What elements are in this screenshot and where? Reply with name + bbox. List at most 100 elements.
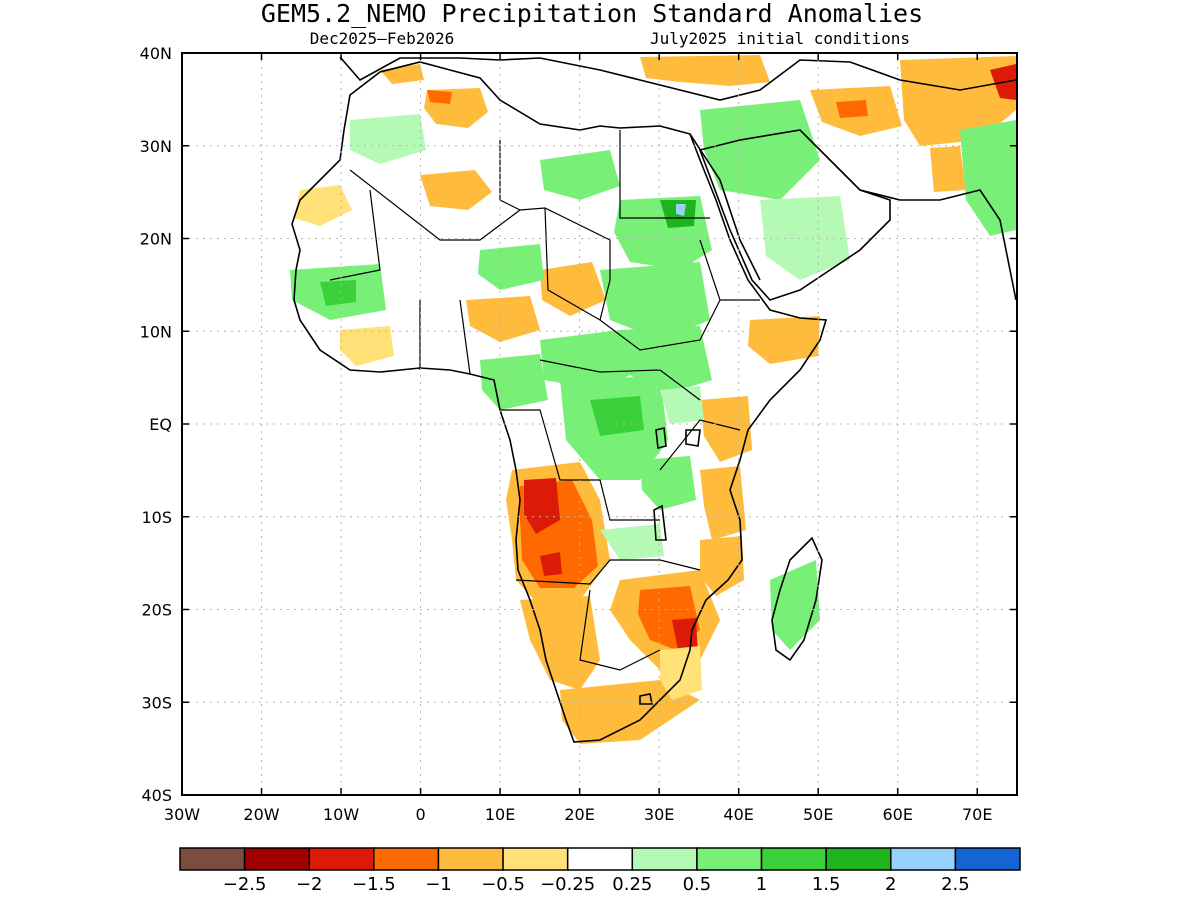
longitude-tick-label: 30W: [164, 805, 200, 824]
colorbar-swatch: [760, 847, 827, 871]
country-border: [819, 149, 861, 191]
wet-anomaly-patch: [700, 100, 820, 200]
dry-anomaly-patch: [294, 185, 352, 226]
latitude-tick-label: 30S: [141, 693, 172, 712]
arabia-coastline: [698, 129, 891, 301]
latitude-tick-label: 10N: [140, 322, 172, 341]
dry-anomaly-patch: [340, 326, 394, 366]
wet-anomaly-patch: [350, 114, 426, 164]
dry-anomaly-patch: [930, 146, 966, 192]
red-sea-coastline: [689, 133, 761, 281]
dry-anomaly-patch: [524, 478, 560, 534]
dry-anomaly-patch: [748, 316, 820, 364]
coastlines-and-borders: [291, 56, 1017, 743]
dry-anomaly-patch: [700, 536, 744, 596]
dry-anomaly-patch: [640, 55, 770, 86]
colorbar-label: 0.5: [683, 874, 712, 895]
colorbar-label: 2.5: [941, 874, 970, 895]
latitude-tick-label: 20N: [140, 230, 172, 249]
season-label: Dec2025–Feb2026: [310, 29, 455, 48]
latitude-tick-label: EQ: [149, 415, 172, 434]
dry-anomaly-patch: [836, 100, 868, 118]
longitude-tick-label: 70E: [962, 805, 992, 824]
country-border: [499, 140, 521, 211]
country-border: [579, 589, 661, 671]
longitude-tick-label: 60E: [882, 805, 912, 824]
anomaly-shading: [290, 55, 1016, 744]
colorbar-swatch: [631, 847, 698, 871]
country-border: [699, 239, 760, 301]
wet-anomaly-patch: [540, 150, 620, 200]
country-border: [599, 299, 721, 351]
init-conditions-label: July2025 initial conditions: [650, 29, 910, 48]
longitude-tick-label: 10W: [323, 805, 359, 824]
colorbar-label: −1: [425, 874, 452, 895]
longitude-tick-label: 0: [415, 805, 425, 824]
lake-outline: [653, 504, 667, 541]
gridlines: [182, 53, 1017, 795]
colorbar-label: −0.5: [481, 874, 525, 895]
dry-anomaly-patch: [900, 56, 1016, 146]
tick-marks: [181, 52, 1017, 796]
longitude-axis: 30W 20W 10W 0 10E 20E 30E 40E 50E 60E 70E: [164, 805, 993, 824]
wet-anomaly-patch: [600, 524, 664, 560]
colorbar-label: 1.5: [812, 874, 841, 895]
wet-anomaly-patch: [660, 386, 704, 424]
wet-anomaly-patch: [540, 330, 640, 390]
latitude-tick-label: 40S: [141, 786, 172, 805]
wet-anomaly-patch: [600, 262, 710, 340]
colorbar-label: −2.5: [223, 874, 267, 895]
dry-anomaly-patch: [427, 90, 452, 104]
colorbar-swatch: [890, 847, 957, 871]
dry-anomaly-patch: [700, 466, 746, 540]
colorbar-label: −2: [296, 874, 323, 895]
longitude-tick-label: 20W: [243, 805, 279, 824]
wet-anomaly-patch: [960, 120, 1016, 236]
colorbar-swatch: [502, 847, 569, 871]
colorbar-swatch: [308, 847, 375, 871]
wet-anomaly-patch: [676, 204, 686, 216]
dry-anomaly-patch: [700, 396, 752, 462]
madagascar-coastline: [771, 536, 823, 662]
colorbar-swatch: [825, 847, 892, 871]
wet-anomaly-patch: [770, 560, 820, 650]
country-border: [659, 419, 741, 471]
wet-anomaly-patch: [480, 354, 548, 410]
dry-anomaly-patch: [420, 170, 492, 210]
colorbar-label: 0.25: [612, 874, 652, 895]
country-border: [349, 169, 611, 241]
colorbar-swatch: [566, 847, 634, 871]
country-border: [329, 189, 381, 281]
wet-anomaly-patch: [590, 396, 644, 436]
colorbar-swatch: [437, 847, 504, 871]
lake-outline: [685, 429, 701, 447]
colorbar-labels: −2.5 −2 −1.5 −1 −0.5 −0.25 0.25 0.5 1 1.5 2 2.5: [223, 874, 970, 895]
dry-anomaly-patch: [540, 552, 562, 576]
wet-anomaly-patch: [478, 244, 544, 290]
lake-outline: [655, 427, 667, 449]
country-border: [459, 299, 471, 375]
colorbar-label: 2: [885, 874, 896, 895]
longitude-tick-label: 10E: [485, 805, 515, 824]
longitude-tick-label: 40E: [723, 805, 753, 824]
europe-coastline: [339, 56, 1017, 101]
colorbar-swatch: [179, 847, 246, 871]
colorbar-swatch: [696, 847, 763, 871]
latitude-tick-label: 20S: [141, 601, 172, 620]
colorbar-label: −0.25: [540, 874, 595, 895]
longitude-tick-label: 20E: [564, 805, 594, 824]
latitude-tick-label: 40N: [140, 44, 172, 63]
longitude-tick-label: 30E: [644, 805, 674, 824]
colorbar: [179, 847, 1021, 871]
country-border: [619, 130, 710, 219]
latitude-tick-label: 10S: [141, 508, 172, 527]
latitude-axis: 40N 30N 20N 10N EQ 10S 20S 30S 40S: [140, 44, 172, 805]
colorbar-swatch: [954, 847, 1021, 871]
colorbar-label: −1.5: [352, 874, 396, 895]
longitude-tick-label: 50E: [803, 805, 833, 824]
iran-coastline: [859, 189, 1017, 301]
dry-anomaly-patch: [660, 646, 702, 700]
africa-coastline: [291, 61, 828, 743]
wet-anomaly-patch: [640, 456, 696, 510]
